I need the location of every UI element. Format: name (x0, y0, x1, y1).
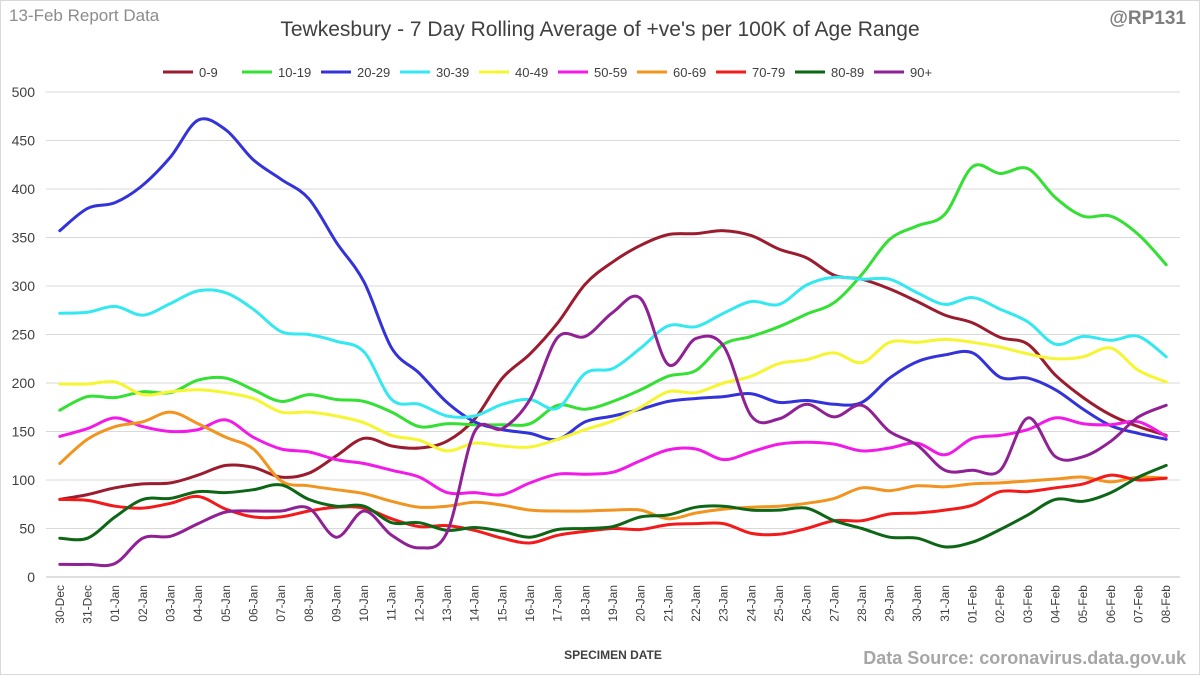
legend-label: 70-79 (752, 65, 785, 80)
y-axis: 0 50 100 150 200 250 300 350 400 450 500 (12, 84, 36, 585)
y-tick-label: 200 (12, 375, 36, 391)
legend-label: 50-59 (594, 65, 627, 80)
x-tick-label: 12-Jan (412, 585, 426, 622)
x-tick-label: 27-Jan (827, 585, 841, 622)
x-tick-label: 05-Jan (219, 585, 233, 622)
x-tick-label: 24-Jan (744, 585, 758, 622)
legend-label: 40-49 (515, 65, 548, 80)
x-tick-label: 01-Feb (966, 585, 980, 623)
series-line-60-69 (58, 410, 1168, 521)
legend-label: 90+ (910, 65, 932, 80)
x-tick-label: 01-Jan (108, 585, 122, 622)
x-tick-label: 06-Feb (1104, 585, 1118, 623)
series-line-10-19 (58, 163, 1168, 429)
x-tick-label: 02-Jan (136, 585, 150, 622)
x-tick-label: 31-Dec (80, 585, 94, 624)
x-tick-label: 26-Jan (800, 585, 814, 622)
series-line-0-9 (58, 229, 1168, 501)
x-tick-label: 30-Dec (53, 585, 67, 624)
series-line-50-59 (58, 416, 1168, 497)
x-tick-label: 07-Jan (274, 585, 288, 622)
x-tick-label: 03-Feb (1021, 585, 1035, 623)
x-tick-label: 04-Feb (1049, 585, 1063, 623)
x-tick-label: 19-Jan (606, 585, 620, 622)
x-tick-label: 16-Jan (523, 585, 537, 622)
x-tick-label: 15-Jan (495, 585, 509, 622)
series-line-20-29 (58, 117, 1168, 442)
series-line-70-79 (58, 473, 1168, 545)
x-tick-label: 04-Jan (191, 585, 205, 622)
x-tick-label: 06-Jan (246, 585, 260, 622)
y-tick-label: 150 (12, 424, 36, 440)
legend-label: 60-69 (673, 65, 706, 80)
x-tick-label: 25-Jan (772, 585, 786, 622)
x-tick-label: 09-Jan (329, 585, 343, 622)
x-axis-title: SPECIMEN DATE (564, 648, 662, 662)
data-source: Data Source: coronavirus.data.gov.uk (863, 648, 1186, 668)
legend-label: 30-39 (436, 65, 469, 80)
y-tick-label: 300 (12, 278, 36, 294)
x-axis: 30-Dec 31-Dec 01-Jan 02-Jan 03-Jan 04-Jan 05-J… (46, 576, 1180, 624)
x-tick-label: 20-Jan (634, 585, 648, 622)
x-tick-label: 28-Jan (855, 585, 869, 622)
legend-label: 10-19 (278, 65, 311, 80)
series-line-30-39 (58, 275, 1168, 419)
x-tick-label: 10-Jan (357, 585, 371, 622)
series-line-80-89 (58, 463, 1168, 549)
x-tick-label: 08-Feb (1159, 585, 1173, 623)
y-tick-label: 400 (12, 181, 36, 197)
x-tick-label: 08-Jan (302, 585, 316, 622)
x-tick-label: 29-Jan (883, 585, 897, 622)
y-tick-label: 250 (12, 327, 36, 343)
legend-label: 20-29 (357, 65, 390, 80)
x-tick-label: 14-Jan (468, 585, 482, 622)
legend-label: 80-89 (831, 65, 864, 80)
x-tick-label: 21-Jan (661, 585, 675, 622)
legend-label: 0-9 (199, 65, 218, 80)
series-line-90+ (58, 294, 1168, 568)
series-line-40-49 (58, 337, 1168, 453)
x-tick-label: 31-Jan (938, 585, 952, 622)
x-tick-label: 02-Feb (993, 585, 1007, 623)
x-tick-label: 22-Jan (689, 585, 703, 622)
y-tick-label: 350 (12, 230, 36, 246)
x-tick-label: 11-Jan (385, 585, 399, 621)
x-tick-label: 07-Feb (1132, 585, 1146, 623)
x-tick-label: 23-Jan (717, 585, 731, 622)
x-tick-label: 30-Jan (910, 585, 924, 622)
y-tick-label: 0 (27, 569, 35, 585)
x-tick-label: 05-Feb (1076, 585, 1090, 623)
x-tick-label: 03-Jan (163, 585, 177, 622)
x-tick-label: 18-Jan (578, 585, 592, 622)
x-tick-label: 17-Jan (551, 585, 565, 622)
chart-title: Tewkesbury - 7 Day Rolling Average of +v… (280, 18, 920, 41)
legend: 0-9 10-19 20-29 30-39 40-49 50-59 60-69 70-79 80… (163, 65, 932, 80)
author-handle: @RP131 (1109, 8, 1186, 29)
series-lines (58, 117, 1168, 568)
y-tick-label: 450 (12, 133, 36, 149)
y-tick-label: 50 (19, 521, 35, 537)
x-tick-label: 13-Jan (440, 585, 454, 622)
y-tick-label: 100 (12, 472, 36, 488)
y-tick-label: 500 (12, 84, 36, 100)
report-label: 13-Feb Report Data (9, 6, 160, 25)
